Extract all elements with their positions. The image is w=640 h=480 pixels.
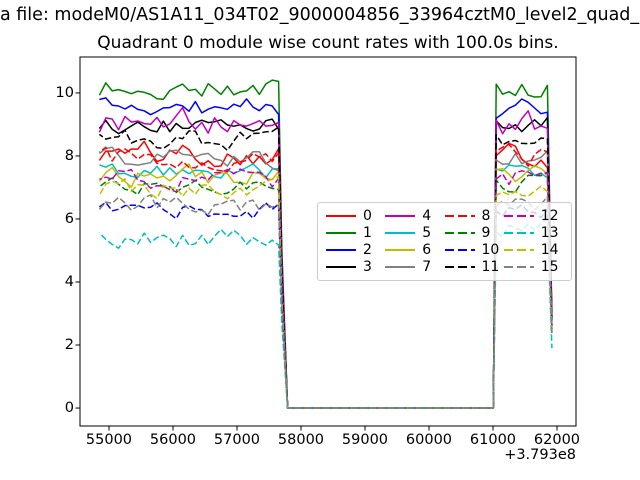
legend-label: 3: [363, 259, 372, 276]
legend-item-10: 10: [444, 242, 504, 259]
axes-title: Quadrant 0 module wise count rates with …: [97, 33, 559, 53]
legend-line-swatch: [503, 214, 534, 217]
legend-item-6: 6: [385, 242, 444, 259]
y-tick-label: 10: [55, 84, 74, 101]
y-tick-label: 0: [64, 400, 74, 417]
legend-label: 12: [540, 207, 559, 224]
x-axis-offset-label: +3.793e8: [504, 447, 576, 463]
legend-line-swatch: [385, 249, 416, 252]
legend-label: 1: [363, 224, 372, 241]
x-tick-label: 58000: [277, 432, 325, 448]
legend-item-13: 13: [503, 224, 563, 241]
x-tick-label: 60000: [405, 432, 453, 448]
legend-label: 5: [422, 224, 432, 241]
legend-item-9: 9: [444, 224, 504, 241]
legend-item-0: 0: [326, 207, 385, 224]
legend-label: 11: [481, 259, 500, 276]
x-tick-label: 56000: [149, 432, 197, 448]
legend-label: 10: [481, 242, 500, 259]
legend-line-swatch: [444, 214, 475, 217]
legend-line-swatch: [444, 266, 475, 269]
legend-item-3: 3: [326, 259, 385, 276]
legend-label: 13: [540, 224, 559, 241]
figure-suptitle: a file: modeM0/AS1A11_034T02_9000004856_…: [0, 5, 640, 25]
x-tick-label: 61000: [469, 432, 517, 448]
legend-label: 6: [422, 242, 432, 259]
legend-label: 15: [540, 259, 559, 276]
x-tick-label: 57000: [213, 432, 261, 448]
y-tick-label: 4: [64, 273, 74, 290]
legend-line-swatch: [385, 266, 416, 269]
legend-label: 4: [422, 207, 432, 224]
y-tick-label: 6: [64, 210, 74, 227]
legend-line-swatch: [326, 249, 356, 252]
legend-label: 2: [363, 242, 372, 259]
x-tick-label: 59000: [341, 432, 389, 448]
y-tick-label: 8: [64, 147, 74, 164]
legend-item-1: 1: [326, 224, 385, 241]
x-tick-label: 55000: [85, 432, 133, 448]
legend-item-11: 11: [444, 259, 504, 276]
legend-item-8: 8: [444, 207, 504, 224]
legend-line-swatch: [326, 214, 356, 217]
legend-line-swatch: [326, 231, 356, 234]
legend-line-swatch: [444, 249, 475, 252]
legend-item-7: 7: [385, 259, 444, 276]
legend-label: 8: [481, 207, 491, 224]
legend-item-5: 5: [385, 224, 444, 241]
legend-line-swatch: [385, 231, 416, 234]
legend-item-4: 4: [385, 207, 444, 224]
legend-line-swatch: [503, 249, 534, 252]
legend-line-swatch: [444, 231, 475, 234]
y-tick-label: 2: [64, 337, 74, 353]
legend-label: 7: [422, 259, 432, 276]
legend-label: 9: [481, 224, 491, 241]
series-line-15: [98, 194, 553, 409]
legend-label: 14: [540, 242, 559, 259]
axes-spines: [79, 56, 577, 427]
legend-line-swatch: [326, 266, 356, 269]
legend-item-15: 15: [503, 259, 563, 276]
legend: 0 1 2 3 4 5 6 7 8 9 10 11 12 13 14 15: [317, 202, 572, 281]
legend-item-2: 2: [326, 242, 385, 259]
legend-label: 0: [363, 207, 372, 224]
legend-item-14: 14: [503, 242, 563, 259]
legend-item-12: 12: [503, 207, 563, 224]
legend-line-swatch: [385, 214, 416, 217]
legend-line-swatch: [503, 231, 534, 234]
x-tick-label: 62000: [533, 432, 581, 448]
legend-line-swatch: [503, 266, 534, 269]
